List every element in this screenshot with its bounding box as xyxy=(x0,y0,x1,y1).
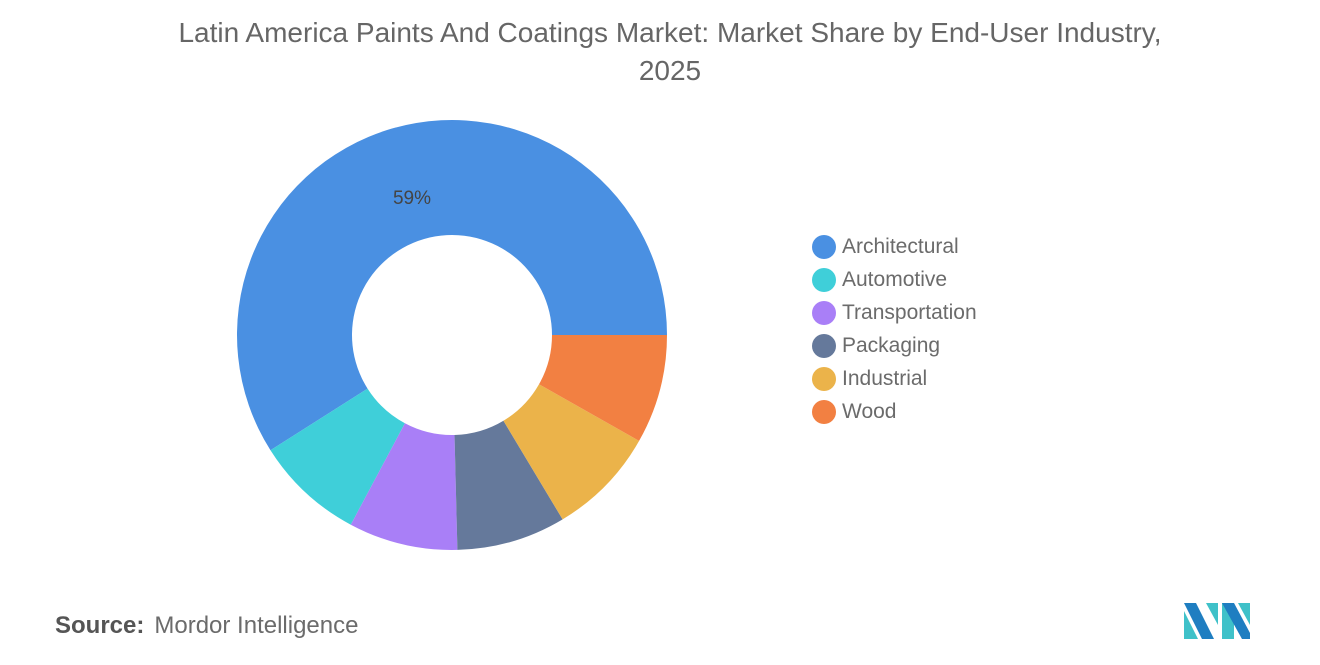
legend-label: Industrial xyxy=(842,366,928,390)
slice-wood xyxy=(539,335,667,441)
slice-automotive xyxy=(270,388,405,525)
legend-label: Transportation xyxy=(842,300,977,324)
slice-transportation xyxy=(350,423,458,551)
legend-label: Architectural xyxy=(842,234,959,258)
legend-swatch xyxy=(812,267,836,292)
data-label-architectural: 59% xyxy=(393,188,431,209)
legend: Architectural Automotive Transportation Pac… xyxy=(812,230,977,428)
legend-item-industrial: Industrial xyxy=(812,362,977,395)
legend-swatch xyxy=(812,333,836,358)
legend-swatch xyxy=(812,234,836,259)
legend-label: Packaging xyxy=(842,333,941,357)
legend-swatch xyxy=(812,366,836,391)
legend-swatch xyxy=(812,300,836,325)
source-label: Source: xyxy=(55,612,145,639)
legend-label: Automotive xyxy=(842,267,948,291)
slice-industrial xyxy=(503,384,640,520)
legend-swatch xyxy=(812,399,836,424)
chart-title: Latin America Paints And Coatings Market… xyxy=(178,17,1162,86)
slice-architectural xyxy=(237,120,668,451)
legend-label: Wood xyxy=(842,399,897,423)
mordor-logo xyxy=(1184,603,1250,639)
legend-item-packaging: Packaging xyxy=(812,329,977,362)
legend-item-wood: Wood xyxy=(812,395,977,428)
source: Source: Mordor Intelligence xyxy=(55,612,358,640)
legend-item-architectural: Architectural xyxy=(812,230,977,263)
donut-chart: 59% xyxy=(237,120,668,551)
legend-item-automotive: Automotive xyxy=(812,263,977,296)
slice-packaging xyxy=(454,420,563,550)
legend-item-transportation: Transportation xyxy=(812,296,977,329)
source-value: Mordor Intelligence xyxy=(154,612,359,639)
